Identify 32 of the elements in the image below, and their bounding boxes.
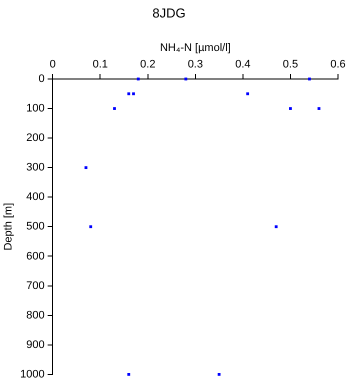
y-tick-label: 1000 [20,368,45,380]
x-tick-label: 0.3 [188,58,203,70]
point [318,107,320,110]
y-tick-label: 700 [26,280,45,292]
point [218,372,221,376]
y-tick-label: 0 [38,73,45,86]
point [184,78,188,80]
point [113,107,116,110]
y-tick-label: 800 [26,309,45,322]
y-tick-label: 200 [26,132,45,144]
point [308,78,311,80]
point [127,372,130,376]
y-tick-label: 300 [26,162,45,174]
x-tick-label: 0.4 [235,58,251,70]
point [246,92,250,96]
x-axis-title: NH₄-N [µmol/l] [160,42,231,54]
point [132,92,135,96]
x-tick-label: 0.6 [330,58,346,70]
point [136,78,140,80]
y-axis-title: Depth [m] [2,202,15,251]
point [84,166,88,170]
x-tick-label: 0.1 [92,58,108,70]
y-tick-label: 400 [26,191,45,204]
y-tick-label: 900 [26,338,45,351]
y-tick-label: 600 [26,250,45,262]
y-tick-label: 100 [26,102,45,115]
y-tick-label: 500 [26,220,45,233]
chart-title: 8JDG [152,5,186,20]
point [289,107,292,110]
x-tick-label: 0.2 [140,58,156,70]
x-tick-label: 0 [50,58,56,70]
x-tick-label: 0.5 [282,58,298,70]
